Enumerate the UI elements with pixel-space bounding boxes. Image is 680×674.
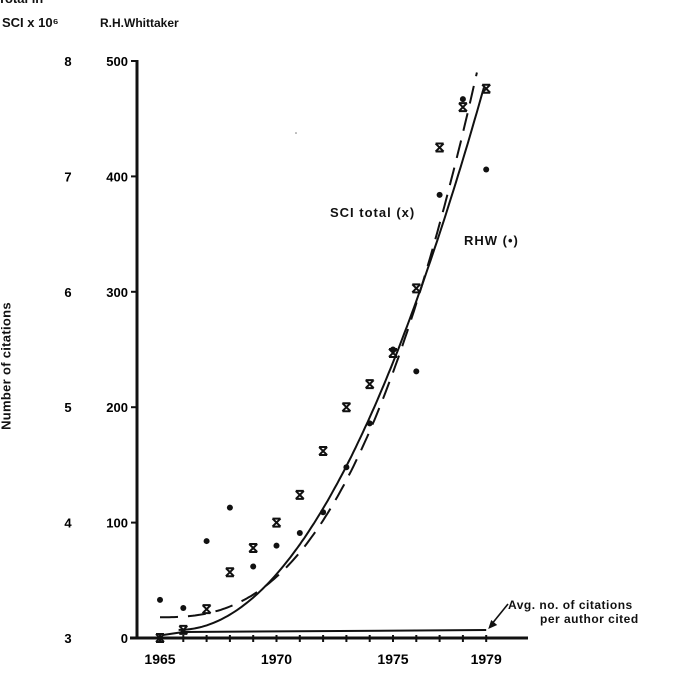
rhw-marker-dot-icon bbox=[226, 504, 233, 511]
sci-marker-x-icon bbox=[271, 517, 282, 528]
secondary-y-tick-label: 5 bbox=[64, 400, 71, 415]
x-tick-label: 1970 bbox=[261, 651, 292, 667]
avg-citations-line bbox=[162, 629, 487, 636]
rhw-marker-dot-icon bbox=[390, 346, 396, 353]
sci-marker-x-icon bbox=[318, 446, 328, 457]
sci-marker-x-icon bbox=[225, 567, 235, 578]
secondary-y-tick-label: 6 bbox=[64, 285, 71, 300]
secondary-y-tick-label: 3 bbox=[64, 631, 71, 646]
avg-label-line2: per author cited bbox=[540, 612, 639, 626]
secondary-y-tick-label: 4 bbox=[64, 516, 72, 531]
sci-marker-x-icon bbox=[155, 633, 165, 643]
y-tick-label: 100 bbox=[106, 516, 128, 531]
rhw-marker-dot-icon bbox=[250, 563, 257, 570]
sci-marker-x-icon bbox=[295, 489, 305, 500]
rhw-marker-dot-icon bbox=[483, 166, 490, 173]
rhw-marker-dot-icon bbox=[203, 538, 210, 545]
secondary-y-tick-label: 8 bbox=[64, 54, 71, 69]
y-tick-label: 200 bbox=[106, 400, 128, 415]
rhw-fit-curve bbox=[160, 72, 478, 619]
y-tick-label: 300 bbox=[106, 285, 128, 300]
y-tick-label: 400 bbox=[106, 169, 128, 184]
x-tick-label: 1965 bbox=[144, 651, 175, 667]
rhw-marker-dot-icon bbox=[296, 529, 303, 536]
rhw-marker-dot-icon bbox=[273, 542, 280, 549]
rhw-label: RHW (•) bbox=[464, 233, 519, 248]
sci-marker-x-icon bbox=[434, 142, 445, 153]
scan-speck bbox=[295, 132, 297, 134]
sci-marker-x-icon bbox=[411, 283, 422, 294]
sci-marker-x-icon bbox=[248, 542, 258, 553]
y-tick-label: 0 bbox=[121, 631, 128, 646]
avg-label-line1: Avg. no. of citations bbox=[508, 598, 633, 612]
sci-marker-x-icon bbox=[364, 379, 375, 390]
rhw-marker-dot-icon bbox=[320, 509, 327, 516]
rhw-marker-dot-icon bbox=[459, 96, 466, 103]
rhw-marker-dot-icon bbox=[436, 191, 443, 198]
rhw-marker-dot-icon bbox=[180, 604, 187, 611]
left-axis-title-line2: SCI x 10⁶ bbox=[2, 15, 59, 30]
chart-title: R.H.Whittaker bbox=[100, 16, 179, 30]
secondary-y-tick-label: 7 bbox=[64, 169, 71, 184]
arrow-head-icon bbox=[488, 620, 498, 629]
x-tick-label: 1979 bbox=[471, 651, 502, 667]
sci-marker-x-icon bbox=[458, 102, 468, 113]
rhw-marker-dot-icon bbox=[413, 368, 420, 375]
y-tick-label: 500 bbox=[106, 54, 128, 69]
rhw-marker-dot-icon bbox=[343, 464, 350, 471]
y-axis-label: Number of citations bbox=[0, 302, 14, 430]
sci-marker-x-icon bbox=[341, 402, 352, 413]
rhw-marker-dot-icon bbox=[157, 596, 163, 603]
left-axis-title-line1: Total in bbox=[0, 0, 43, 6]
sci-fit-curve bbox=[178, 87, 485, 631]
sci-marker-x-icon bbox=[388, 347, 398, 358]
rhw-marker-dot-icon bbox=[366, 420, 373, 427]
sci-marker-x-icon bbox=[481, 83, 491, 94]
sci-total-label: SCI total (x) bbox=[330, 205, 416, 220]
x-tick-label: 1975 bbox=[377, 651, 408, 667]
sci-marker-x-icon bbox=[201, 604, 212, 615]
sci-marker-x-icon bbox=[178, 624, 189, 635]
